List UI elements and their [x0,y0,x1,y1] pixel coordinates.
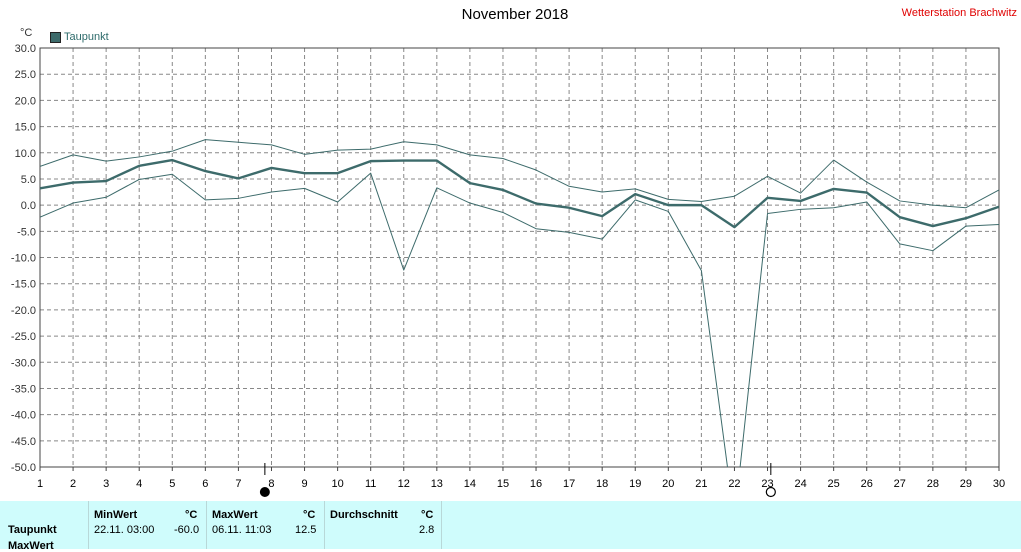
x-tick-label: 6 [202,478,208,490]
new-moon-icon [765,486,776,498]
y-unit-label: °C [20,27,33,39]
x-tick-label: 9 [301,478,307,490]
y-tick-label: 20.0 [15,95,36,107]
series-line-mean [40,158,999,229]
x-tick-label: 4 [136,478,142,490]
y-tick-label: -5.0 [17,226,36,238]
x-tick-label: 21 [695,478,707,490]
x-tick-label: 22 [728,478,740,490]
chart-grid [39,47,1000,468]
y-tick-label: -25.0 [11,331,36,343]
legend-label: Taupunkt [64,31,109,43]
x-tick-label: 27 [894,478,906,490]
moon-markers [259,463,776,498]
legend: Taupunkt [50,31,109,43]
avg-header: Durchschnitt [330,509,398,521]
series-line-max [40,139,999,209]
x-tick-label: 2 [70,478,76,490]
x-tick-label: 12 [398,478,410,490]
panel-divider [206,501,207,549]
y-tick-label: -15.0 [11,279,36,291]
plot-frame [39,47,1000,468]
y-tick-label: 10.0 [15,148,36,160]
series-lines [40,139,999,467]
full-moon-icon [259,487,270,497]
y-axis-ticks: 30.0 25.0 20.0 15.0 10.0 5.0 0.0 -5.0 -10.0 -15.0… [11,43,36,474]
stats-row-label-2: MaxWert [8,540,54,552]
y-tick-label: 30.0 [15,43,36,55]
max-value: 12.5 [295,524,317,536]
y-tick-label: -20.0 [11,305,36,317]
panel-divider [441,501,442,549]
panel-divider [88,501,89,549]
x-tick-label: 18 [596,478,608,490]
x-tick-label: 3 [103,478,109,490]
x-tick-label: 16 [530,478,542,490]
avg-value: 2.8 [419,524,435,536]
y-tick-label: -35.0 [11,383,36,395]
y-tick-label: -10.0 [11,253,36,265]
x-tick-label: 13 [431,478,443,490]
y-tick-label: -40.0 [11,410,36,422]
x-tick-label: 24 [794,478,806,490]
x-tick-label: 15 [497,478,509,490]
y-tick-label: -50.0 [11,462,36,474]
station-name: Wetterstation Brachwitz [901,7,1017,19]
min-value: -60.0 [174,524,200,536]
x-tick-label: 19 [629,478,641,490]
dewpoint-chart: 30.0 25.0 20.0 15.0 10.0 5.0 0.0 -5.0 -10.0 -15.0… [11,43,1005,498]
max-header: MaxWert [212,509,258,521]
x-tick-label: 20 [662,478,674,490]
x-tick-label: 5 [169,478,175,490]
x-tick-label: 17 [563,478,575,490]
y-tick-label: 15.0 [15,122,36,134]
stats-panel: Taupunkt MaxWert MinWert °C 22.11. 03:00… [0,501,1021,552]
series-line-min [40,172,999,467]
y-tick-label: 0.0 [21,200,36,212]
x-tick-label: 28 [927,478,939,490]
avg-unit-header: °C [421,509,434,521]
y-tick-label: -45.0 [11,436,36,448]
min-header: MinWert [94,509,138,521]
x-tick-label: 7 [235,478,241,490]
min-unit-header: °C [185,509,198,521]
max-time: 06.11. 11:03 [212,524,272,536]
x-tick-label: 1 [37,478,43,490]
y-tick-label: 25.0 [15,69,36,81]
legend-swatch [50,31,61,43]
x-tick-label: 11 [365,478,376,490]
x-tick-label: 14 [464,478,476,490]
x-tick-label: 8 [268,478,274,490]
x-tick-label: 29 [960,478,972,490]
x-axis-ticks: 1 2 3 4 5 6 7 8 9 10 11 12 13 14 15 16 17 18 19 20 21 22 23 24 2… [37,467,1005,490]
x-tick-label: 25 [828,478,840,490]
y-tick-label: -30.0 [11,357,36,369]
min-time: 22.11. 03:00 [94,524,155,536]
max-unit-header: °C [303,509,316,521]
stats-row-label: Taupunkt [8,524,57,536]
y-tick-label: 5.0 [21,174,36,186]
chart-title: November 2018 [461,6,569,23]
x-tick-label: 26 [861,478,873,490]
x-tick-label: 30 [993,478,1005,490]
panel-divider [324,501,325,549]
x-tick-label: 10 [331,478,343,490]
